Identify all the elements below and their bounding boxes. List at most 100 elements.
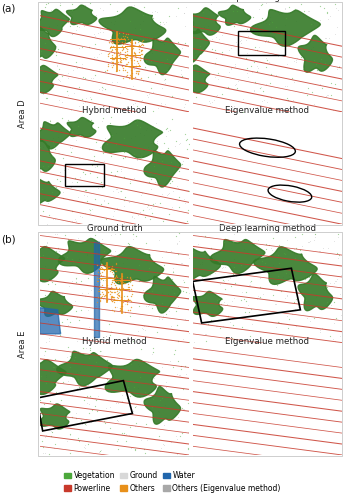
- Point: [89, 418, 94, 426]
- Point: [109, 53, 115, 61]
- Point: [119, 429, 124, 437]
- Point: [184, 146, 189, 154]
- Point: [256, 292, 261, 300]
- Point: [117, 285, 122, 293]
- Point: [109, 296, 115, 304]
- Point: [185, 135, 190, 143]
- Point: [96, 282, 102, 290]
- Point: [68, 363, 73, 371]
- Point: [53, 247, 59, 255]
- Point: [147, 215, 153, 223]
- Point: [67, 22, 72, 30]
- Point: [151, 162, 157, 170]
- Point: [145, 124, 150, 132]
- Point: [292, 298, 297, 306]
- Point: [120, 154, 125, 162]
- Point: [119, 184, 124, 192]
- Point: [131, 407, 136, 415]
- Point: [132, 50, 138, 58]
- Point: [283, 335, 288, 343]
- Point: [109, 306, 115, 314]
- Point: [120, 54, 126, 62]
- Point: [263, 80, 268, 88]
- Point: [47, 370, 52, 378]
- Point: [220, 48, 225, 56]
- Point: [124, 298, 130, 306]
- Point: [80, 344, 85, 352]
- Point: [222, 285, 228, 293]
- Point: [186, 328, 192, 336]
- Point: [251, 86, 256, 94]
- Point: [148, 174, 154, 182]
- Polygon shape: [40, 404, 70, 429]
- Point: [252, 44, 257, 52]
- Point: [132, 49, 138, 57]
- Point: [251, 26, 256, 34]
- Point: [110, 44, 115, 52]
- Point: [63, 16, 69, 24]
- Point: [75, 234, 81, 242]
- Point: [327, 12, 333, 20]
- Point: [113, 284, 119, 292]
- Point: [92, 194, 98, 202]
- Point: [263, 259, 268, 267]
- Point: [38, 46, 43, 54]
- Point: [100, 276, 106, 284]
- Point: [110, 296, 116, 304]
- Point: [169, 276, 175, 283]
- Point: [57, 1, 62, 9]
- Point: [171, 290, 177, 298]
- Point: [97, 28, 103, 36]
- Point: [77, 83, 82, 91]
- Point: [164, 310, 169, 318]
- Point: [79, 60, 85, 68]
- Point: [245, 301, 251, 309]
- Point: [83, 186, 88, 194]
- Point: [299, 32, 305, 40]
- Point: [69, 218, 74, 226]
- Point: [108, 280, 114, 288]
- Point: [119, 302, 125, 310]
- Point: [171, 282, 177, 290]
- Point: [39, 28, 45, 36]
- Point: [94, 53, 99, 61]
- Point: [127, 198, 132, 206]
- Point: [293, 5, 298, 13]
- Point: [137, 129, 142, 137]
- Point: [80, 95, 85, 103]
- Point: [47, 26, 53, 34]
- Point: [227, 318, 233, 326]
- Point: [111, 276, 117, 283]
- Point: [121, 429, 127, 437]
- Point: [191, 89, 197, 97]
- Point: [92, 40, 97, 48]
- Point: [132, 38, 137, 46]
- Point: [70, 206, 75, 214]
- Point: [293, 244, 298, 252]
- Point: [240, 108, 246, 116]
- Point: [118, 56, 124, 64]
- Point: [203, 295, 208, 303]
- Point: [51, 142, 57, 150]
- Point: [105, 375, 110, 383]
- Point: [165, 290, 171, 298]
- Point: [136, 212, 141, 220]
- Point: [113, 270, 118, 278]
- Point: [45, 64, 50, 72]
- Point: [272, 300, 278, 308]
- Point: [228, 274, 233, 281]
- Point: [99, 274, 105, 281]
- Point: [38, 372, 44, 380]
- Point: [225, 312, 231, 320]
- Point: [65, 377, 70, 385]
- Point: [98, 48, 104, 56]
- Point: [99, 268, 105, 276]
- Point: [53, 42, 59, 50]
- Point: [283, 250, 288, 258]
- Point: [101, 247, 107, 255]
- Point: [75, 384, 80, 392]
- Point: [86, 322, 91, 330]
- Point: [43, 372, 49, 380]
- Point: [245, 32, 250, 40]
- Point: [141, 146, 147, 154]
